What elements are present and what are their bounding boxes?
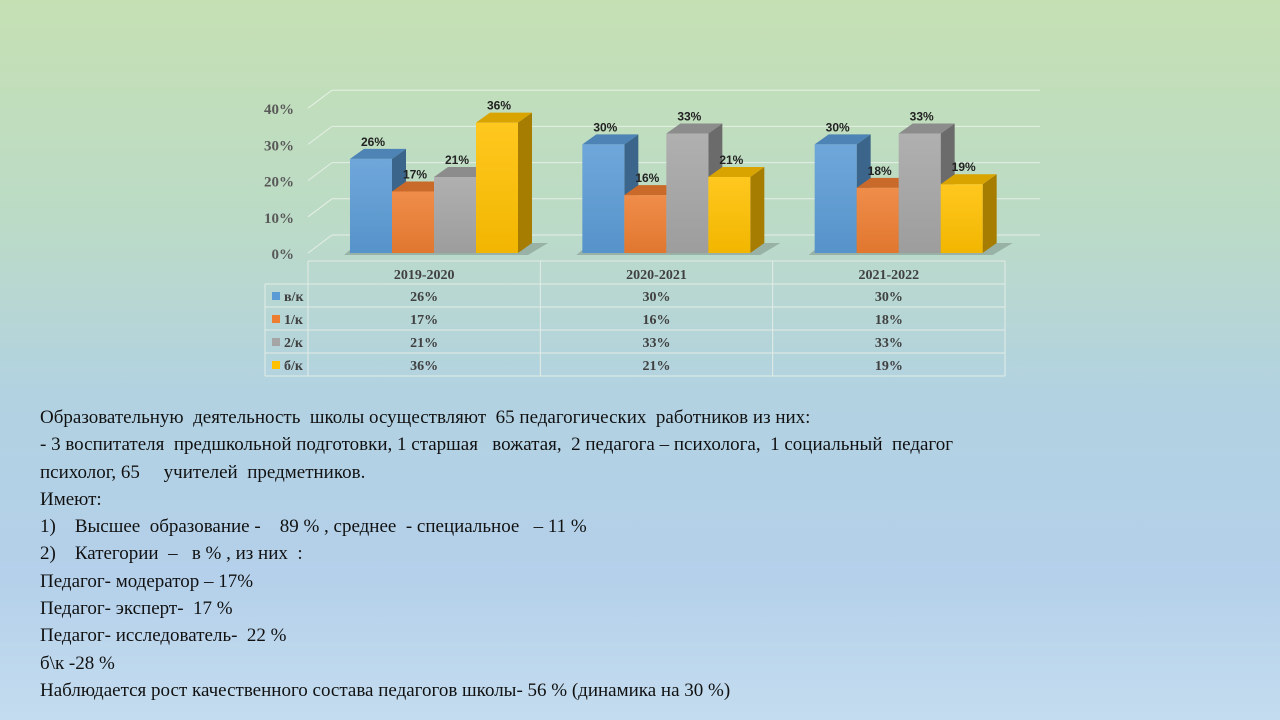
bar xyxy=(666,133,709,253)
text-line: - 3 воспитателя предшкольной подготовки,… xyxy=(40,434,954,456)
gridline xyxy=(307,198,333,218)
bar-chart: 0% 10% 20% 30% 40% 26% 17% 21% 36% 30% 16% 33% 21% 30… xyxy=(264,89,1040,377)
category-label: 2019-2020 xyxy=(394,268,455,283)
bar xyxy=(708,176,751,253)
bar-side xyxy=(518,112,532,254)
category-label: 2020-2021 xyxy=(626,268,687,283)
bar-top xyxy=(708,166,765,177)
text-line: Образовательную деятельность школы осуще… xyxy=(40,407,811,428)
gridline xyxy=(307,89,333,109)
table-cell: 36% xyxy=(410,359,438,374)
y-tick-label: 30% xyxy=(264,138,294,154)
legend-label: 2/к xyxy=(284,336,304,351)
text-line: Наблюдается рост качественного состава п… xyxy=(40,679,731,701)
data-label: 30% xyxy=(593,120,617,134)
bar xyxy=(624,195,667,253)
text-line: 1) Высшее образование - 89 % , среднее -… xyxy=(40,516,587,538)
bar xyxy=(350,158,392,253)
y-tick-label: 0% xyxy=(272,247,295,263)
bar xyxy=(392,191,434,253)
legend-swatch xyxy=(272,361,280,369)
data-label: 26% xyxy=(361,135,385,149)
text-line: Имеют: xyxy=(40,488,102,510)
y-tick-label: 40% xyxy=(264,102,294,118)
data-label: 30% xyxy=(826,120,850,134)
text-block: Образовательную деятельность школы осуще… xyxy=(40,404,1040,704)
table-cell: 19% xyxy=(875,359,903,374)
data-label: 18% xyxy=(868,164,892,178)
table-cell: 33% xyxy=(643,336,671,351)
legend-label: б/к xyxy=(284,359,304,374)
data-label: 21% xyxy=(719,153,743,167)
bar xyxy=(898,133,941,253)
data-label: 36% xyxy=(487,99,511,113)
bar-side xyxy=(982,174,997,253)
table-cell: 33% xyxy=(875,336,903,351)
bar-top xyxy=(582,134,639,145)
text-line: Педагог- исследователь- 22 % xyxy=(40,625,287,647)
legend-swatch xyxy=(272,315,280,323)
table-cell: 30% xyxy=(643,290,671,305)
legend-swatch xyxy=(272,338,280,346)
data-label: 17% xyxy=(403,167,427,181)
category-label: 2021-2022 xyxy=(858,268,919,283)
bar xyxy=(434,176,476,253)
table-cell: 18% xyxy=(875,313,903,328)
y-tick-label: 10% xyxy=(264,211,294,227)
legend-label: в/к xyxy=(284,290,304,305)
text-line: 2) Категории – в % , из них : xyxy=(40,543,303,565)
text-line: Педагог- эксперт- 17 % xyxy=(40,598,233,620)
bar xyxy=(856,187,899,253)
bar xyxy=(476,122,518,254)
bar-side xyxy=(750,166,765,253)
bar-top xyxy=(898,123,955,134)
data-label: 33% xyxy=(677,110,701,124)
bar xyxy=(814,144,857,253)
gridline xyxy=(307,126,333,145)
y-tick-label: 20% xyxy=(264,175,294,191)
text-line: Педагог- модератор – 17% xyxy=(40,570,254,592)
data-label: 21% xyxy=(445,153,469,167)
legend-swatch xyxy=(272,292,280,300)
gridline xyxy=(307,234,333,254)
text-line: б\к -28 % xyxy=(40,652,115,674)
table-cell: 17% xyxy=(410,313,438,328)
data-label: 33% xyxy=(910,110,934,124)
bar-top xyxy=(476,112,532,123)
bar-top xyxy=(350,148,406,159)
data-label: 16% xyxy=(635,171,659,185)
bar-top xyxy=(940,174,997,185)
table-cell: 26% xyxy=(410,290,438,305)
bar-top xyxy=(814,134,871,145)
bar xyxy=(582,144,625,253)
table-cell: 21% xyxy=(410,336,438,351)
legend-label: 1/к xyxy=(284,313,304,328)
bar xyxy=(940,184,983,253)
text-line: психолог, 65 учителей предметников. xyxy=(40,461,366,483)
bar-top xyxy=(666,123,723,134)
gridline xyxy=(307,162,333,182)
table-cell: 30% xyxy=(875,290,903,305)
table-cell: 16% xyxy=(643,313,671,328)
table-cell: 21% xyxy=(643,359,671,374)
data-label: 19% xyxy=(952,160,976,174)
